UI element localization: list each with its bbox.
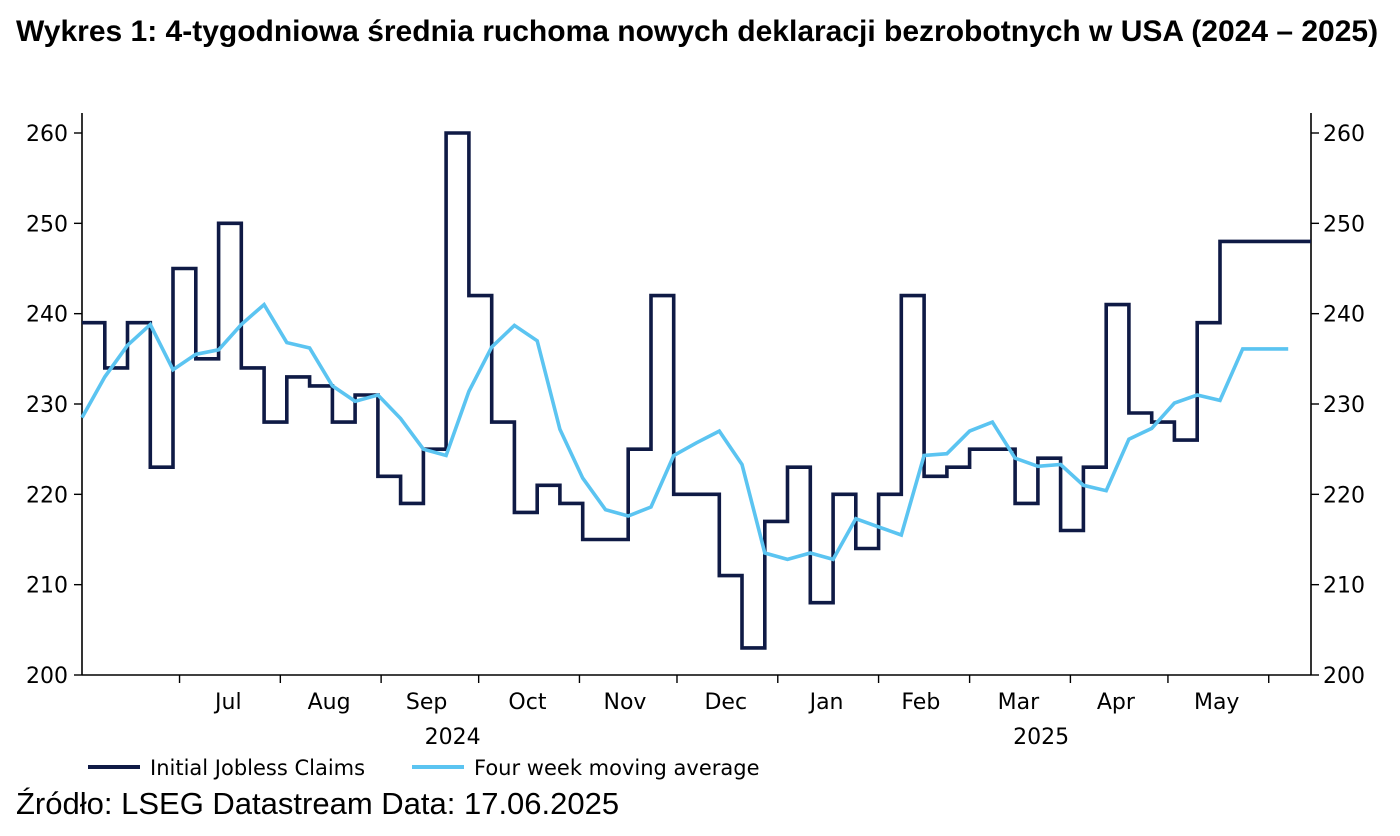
y-tick-label-right: 240 xyxy=(1323,303,1365,328)
y-tick-label-left: 200 xyxy=(26,664,68,689)
y-tick-label-left: 210 xyxy=(26,574,68,599)
x-month-label: Mar xyxy=(998,690,1040,715)
series-line-initial-claims xyxy=(82,131,1311,650)
x-axis: Jul Aug Sep Oct Nov Dec Jan Feb Mar Apr May 2024 202… xyxy=(82,674,1311,750)
x-month-label: Dec xyxy=(704,690,747,715)
chart-title: Wykres 1: 4-tygodniowa średnia ruchoma n… xyxy=(16,15,1379,48)
x-year-label: 2025 xyxy=(1013,725,1069,750)
x-month-label: Apr xyxy=(1097,690,1136,715)
x-month-label: Aug xyxy=(308,690,351,715)
x-year-label: 2024 xyxy=(425,725,481,750)
y-tick-label-left: 260 xyxy=(26,122,68,147)
y-tick-label-left: 240 xyxy=(26,303,68,328)
legend: Initial Jobless Claims Four week moving a… xyxy=(88,756,760,780)
legend-item-moving-average-label: Four week moving average xyxy=(474,756,760,780)
x-month-label: Jul xyxy=(213,690,242,715)
left-y-axis: 200 210 220 230 240 250 260 xyxy=(26,113,83,689)
right-y-axis: 200 210 220 230 240 250 260 xyxy=(1310,113,1365,689)
y-tick-label-right: 220 xyxy=(1323,483,1365,508)
y-tick-label-right: 260 xyxy=(1323,122,1365,147)
y-tick-label-left: 220 xyxy=(26,483,68,508)
source-note: Źródło: LSEG Datastream Data: 17.06.2025 xyxy=(16,786,620,821)
y-tick-label-left: 230 xyxy=(26,393,68,418)
y-tick-label-right: 200 xyxy=(1323,664,1365,689)
x-month-label: Oct xyxy=(508,690,546,715)
y-tick-label-right: 230 xyxy=(1323,393,1365,418)
y-tick-label-left: 250 xyxy=(26,212,68,237)
x-month-label: Feb xyxy=(901,690,940,715)
y-tick-label-right: 250 xyxy=(1323,212,1365,237)
series-layer xyxy=(80,131,1311,650)
series-line-moving-average xyxy=(80,301,1289,562)
x-month-label: May xyxy=(1194,690,1239,715)
x-month-label: Jan xyxy=(808,690,844,715)
legend-item-initial-claims-label: Initial Jobless Claims xyxy=(150,756,365,780)
y-tick-label-right: 210 xyxy=(1323,574,1365,599)
x-month-label: Sep xyxy=(406,690,447,715)
x-month-label: Nov xyxy=(604,690,647,715)
